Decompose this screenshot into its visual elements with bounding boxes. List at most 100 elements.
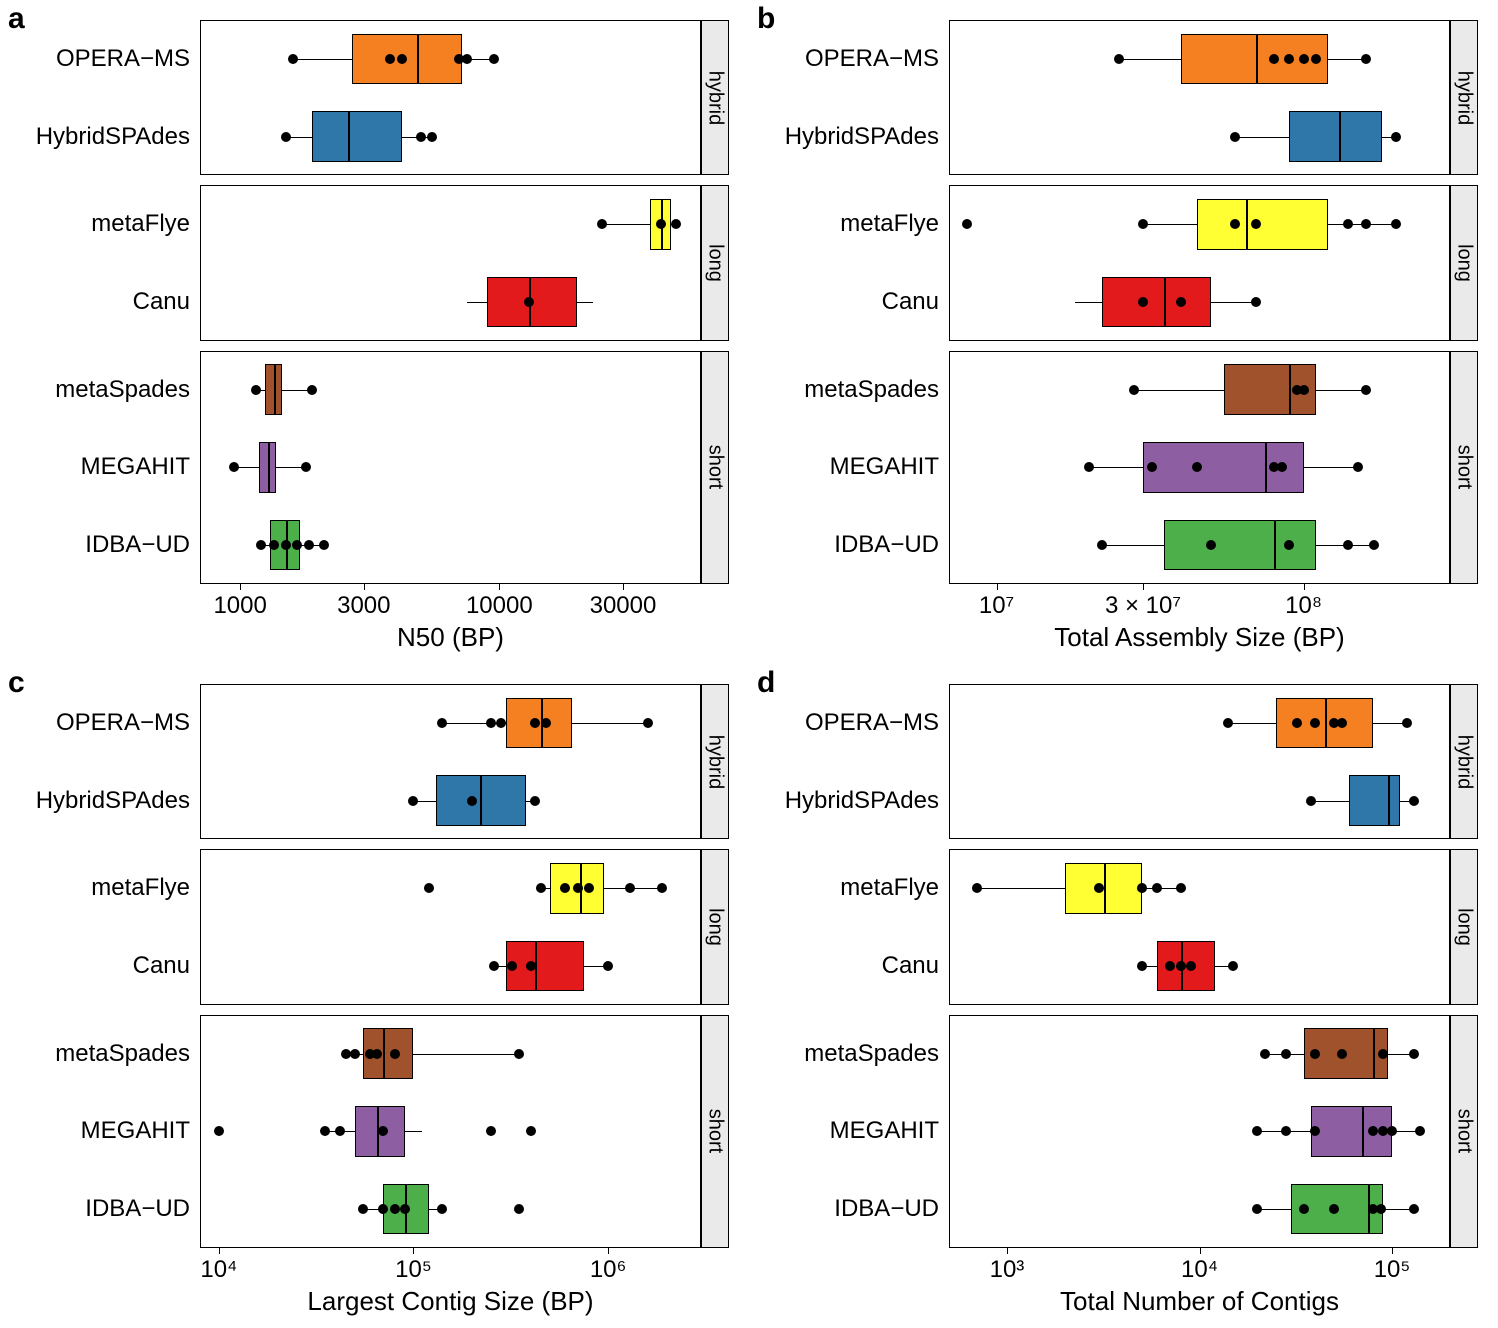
facet-c-long (200, 849, 701, 1004)
point-d-metaFlye-4 (1176, 883, 1186, 893)
xtick-d-1 (1200, 1248, 1201, 1254)
point-d-metaFlye-1 (1094, 883, 1104, 893)
point-b-metaFlye-1 (1138, 219, 1148, 229)
xtick-label-d-2: 10⁵ (1374, 1256, 1411, 1284)
xtick-label-b-2: 10⁸ (1285, 592, 1322, 620)
point-b-MEGAHIT-0 (1084, 462, 1094, 472)
ylabel-d-OPERA-MS: OPERA−MS (0, 709, 939, 737)
point-b-Canu-0 (1138, 297, 1148, 307)
point-d-metaFlye-0 (972, 883, 982, 893)
facet-a-long (200, 185, 701, 340)
ylabel-d-metaSpades: metaSpades (0, 1040, 939, 1068)
xtick-a-1 (364, 584, 365, 590)
ylabel-d-IDBA-UD: IDBA−UD (0, 1195, 939, 1223)
point-b-IDBA-UD-0 (1097, 540, 1107, 550)
point-d-Canu-2 (1176, 961, 1186, 971)
point-d-IDBA-UD-4 (1376, 1204, 1386, 1214)
median-b-Canu (1164, 277, 1166, 328)
point-d-metaFlye-3 (1152, 883, 1162, 893)
ylabel-d-Canu: Canu (0, 952, 939, 980)
box-b-Canu (1102, 277, 1211, 328)
point-d-Canu-1 (1165, 961, 1175, 971)
panel-letter-c: c (8, 666, 25, 700)
xtick-label-a-2: 10000 (466, 592, 533, 620)
point-d-metaFlye-2 (1137, 883, 1147, 893)
xtick-b-0 (997, 584, 998, 590)
point-b-OPERA-MS-0 (1114, 54, 1124, 64)
point-b-OPERA-MS-4 (1311, 54, 1321, 64)
ylabel-d-metaFlye: metaFlye (0, 874, 939, 902)
ylabel-b-IDBA-UD: IDBA−UD (0, 531, 939, 559)
strip-b-long: long (1450, 185, 1478, 340)
box-d-HybridSPAdes (1349, 775, 1400, 826)
median-b-HybridSPAdes (1339, 111, 1341, 162)
point-b-OPERA-MS-2 (1284, 54, 1294, 64)
xtick-c-0 (219, 1248, 220, 1254)
point-d-MEGAHIT-0 (1252, 1126, 1262, 1136)
point-d-IDBA-UD-2 (1329, 1204, 1339, 1214)
ylabel-b-MEGAHIT: MEGAHIT (0, 453, 939, 481)
point-b-IDBA-UD-1 (1206, 540, 1216, 550)
point-d-HybridSPAdes-1 (1409, 796, 1419, 806)
strip-b-short: short (1450, 351, 1478, 584)
strip-label-b-hybrid: hybrid (1453, 70, 1476, 124)
point-d-IDBA-UD-0 (1252, 1204, 1262, 1214)
xtick-label-c-1: 10⁵ (395, 1256, 432, 1284)
xtick-b-1 (1143, 584, 1144, 590)
point-d-Canu-4 (1228, 961, 1238, 971)
xtick-label-c-0: 10⁴ (200, 1256, 237, 1284)
point-b-metaSpades-3 (1361, 385, 1371, 395)
ylabel-d-HybridSPAdes: HybridSPAdes (0, 787, 939, 815)
xtick-label-d-1: 10⁴ (1181, 1256, 1218, 1284)
strip-label-d-long: long (1453, 908, 1476, 946)
point-b-metaFlye-0 (962, 219, 972, 229)
point-d-Canu-3 (1186, 961, 1196, 971)
point-d-IDBA-UD-5 (1409, 1204, 1419, 1214)
xtick-label-a-1: 3000 (337, 592, 390, 620)
strip-c-hybrid: hybrid (701, 684, 729, 839)
median-d-metaSpades (1373, 1028, 1375, 1079)
strip-d-long: long (1450, 849, 1478, 1004)
median-b-MEGAHIT (1265, 442, 1267, 493)
xtick-a-0 (240, 584, 241, 590)
xtick-label-c-2: 10⁶ (590, 1256, 627, 1284)
xtick-c-1 (413, 1248, 414, 1254)
point-d-OPERA-MS-2 (1310, 718, 1320, 728)
point-d-OPERA-MS-5 (1402, 718, 1412, 728)
panel-letter-b: b (757, 2, 775, 36)
median-d-MEGAHIT (1362, 1106, 1364, 1157)
point-b-metaFlye-4 (1343, 219, 1353, 229)
axis-title-b: Total Assembly Size (BP) (949, 622, 1450, 653)
point-b-Canu-2 (1251, 297, 1261, 307)
ylabel-b-OPERA-MS: OPERA−MS (0, 45, 939, 73)
xtick-c-2 (608, 1248, 609, 1254)
ylabel-b-HybridSPAdes: HybridSPAdes (0, 123, 939, 151)
median-d-metaFlye (1104, 863, 1106, 914)
median-b-metaFlye (1246, 199, 1248, 250)
point-d-metaSpades-1 (1281, 1049, 1291, 1059)
point-b-HybridSPAdes-1 (1391, 132, 1401, 142)
strip-label-d-short: short (1453, 1109, 1476, 1153)
strip-d-hybrid: hybrid (1450, 684, 1478, 839)
xtick-d-0 (1007, 1248, 1008, 1254)
figure-root: ahybridOPERA−MSHybridSPAdeslongmetaFlyeC… (0, 0, 1498, 1328)
point-d-MEGAHIT-2 (1310, 1126, 1320, 1136)
point-d-metaSpades-3 (1337, 1049, 1347, 1059)
point-b-metaSpades-0 (1129, 385, 1139, 395)
point-b-OPERA-MS-5 (1361, 54, 1371, 64)
point-d-OPERA-MS-4 (1337, 718, 1347, 728)
point-d-Canu-0 (1137, 961, 1147, 971)
point-d-HybridSPAdes-0 (1306, 796, 1316, 806)
point-b-MEGAHIT-5 (1353, 462, 1363, 472)
strip-label-a-hybrid: hybrid (704, 70, 727, 124)
strip-label-d-hybrid: hybrid (1453, 734, 1476, 788)
xtick-d-2 (1392, 1248, 1393, 1254)
xtick-label-d-0: 10³ (990, 1256, 1025, 1284)
xtick-a-3 (623, 584, 624, 590)
point-d-IDBA-UD-1 (1299, 1204, 1309, 1214)
point-d-metaSpades-5 (1409, 1049, 1419, 1059)
strip-a-long: long (701, 185, 729, 340)
strip-b-hybrid: hybrid (1450, 20, 1478, 175)
ylabel-b-Canu: Canu (0, 288, 939, 316)
point-d-MEGAHIT-6 (1415, 1126, 1425, 1136)
